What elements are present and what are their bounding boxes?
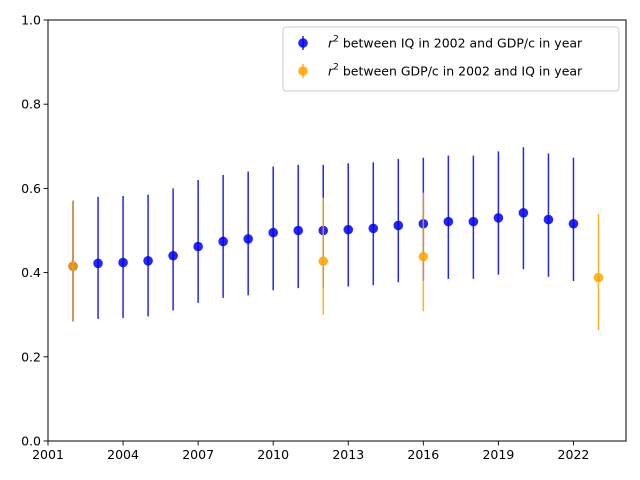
point-s0-12 [368,223,379,234]
legend-handle-marker-0 [298,38,308,48]
x-tick-label-3: 2010 [257,447,289,462]
legend-label-0: r2 between IQ in 2002 and GDP/c in year [328,35,583,51]
legend-box [282,26,620,92]
point-s0-11 [343,224,354,235]
point-s0-18 [518,208,529,218]
point-s0-19 [543,214,554,225]
point-s0-16 [468,216,479,227]
point-s0-2 [118,257,128,268]
x-axis: 2001 2004 2007 2010 2013 2016 2019 2022 [32,441,589,462]
x-tick-label-7: 2022 [558,447,590,462]
point-s0-17 [493,213,504,223]
point-s0-4 [168,250,178,261]
y-tick-label-2: 0.4 [21,265,41,280]
x-tick-label-6: 2019 [482,447,514,462]
point-s1-3 [593,272,604,283]
x-tick-label-0: 2001 [32,447,64,462]
legend-handle-marker-1 [298,66,308,76]
point-s0-6 [218,236,228,247]
axes-frame [47,19,627,442]
point-s1-1 [318,256,329,267]
y-tick-label-4: 0.8 [21,97,41,112]
y-tick-label-1: 0.2 [21,349,41,364]
point-s0-9 [293,225,304,236]
y-axis: 0.0 0.2 0.4 0.6 0.8 1.0 [21,13,48,449]
x-tick-label-2: 2007 [182,447,214,462]
point-s0-20 [568,218,579,229]
y-tick-label-5: 1.0 [21,13,41,28]
point-s1-0 [68,261,78,272]
legend-label-1: r2 between GDP/c in 2002 and IQ in year [328,63,583,79]
y-tick-label-0: 0.0 [21,434,41,449]
point-s1-2 [418,251,429,262]
plot-marks [68,147,604,331]
point-s0-1 [93,258,103,269]
point-s0-7 [243,234,253,244]
point-s0-8 [268,227,278,238]
x-tick-label-1: 2004 [107,447,139,462]
x-tick-label-4: 2013 [332,447,364,462]
y-tick-label-3: 0.6 [21,181,41,196]
point-s0-5 [193,241,203,252]
point-s0-15 [443,216,454,227]
x-tick-label-5: 2016 [407,447,439,462]
point-s0-3 [143,256,153,266]
legend: r2 between IQ in 2002 and GDP/c in year r… [282,26,620,92]
point-s0-13 [393,220,404,231]
series-1 [68,192,604,331]
